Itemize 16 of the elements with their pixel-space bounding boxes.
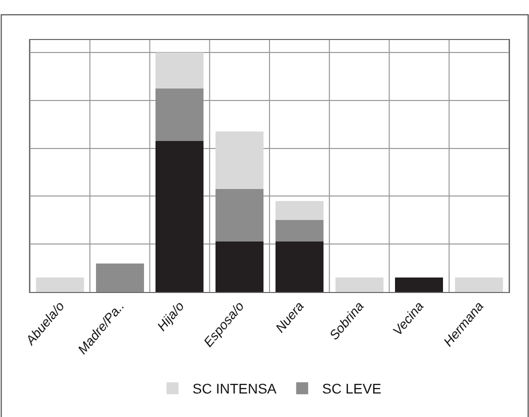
bar [275,220,324,242]
legend-label: SC LEVE [322,380,382,397]
bar [275,201,324,220]
bar [216,242,264,292]
bar [395,278,444,292]
bar [216,189,264,242]
bar [156,52,204,89]
bar [275,242,324,292]
bar [455,278,504,292]
bar [36,278,84,292]
bar [156,141,204,292]
bar [96,263,144,292]
bar [156,88,204,142]
bar [216,132,264,190]
bar [335,278,384,292]
legend-label: SC INTENSA [192,380,278,397]
